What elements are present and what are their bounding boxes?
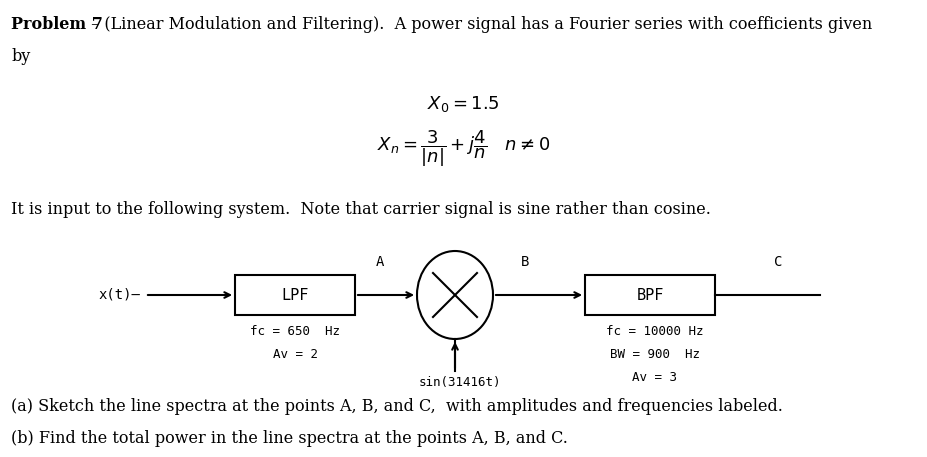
Text: BPF: BPF xyxy=(636,287,664,303)
FancyBboxPatch shape xyxy=(235,275,355,315)
Text: C: C xyxy=(774,255,782,269)
Text: by: by xyxy=(11,48,31,65)
Ellipse shape xyxy=(417,251,493,339)
Text: $X_n = \dfrac{3}{|n|} + j\dfrac{4}{n} \quad n \neq 0$: $X_n = \dfrac{3}{|n|} + j\dfrac{4}{n} \q… xyxy=(376,128,551,169)
Text: fc = 10000 Hz: fc = 10000 Hz xyxy=(606,325,704,338)
Text: BW = 900  Hz: BW = 900 Hz xyxy=(610,348,700,361)
Text: Av = 3: Av = 3 xyxy=(632,371,678,384)
Text: A: A xyxy=(375,255,384,269)
Text: $X_0 = 1.5$: $X_0 = 1.5$ xyxy=(427,94,500,114)
FancyBboxPatch shape xyxy=(585,275,715,315)
Text: Problem 7: Problem 7 xyxy=(11,16,103,33)
Text: B: B xyxy=(521,255,529,269)
Text: (a) Sketch the line spectra at the points A, B, and C,  with amplitudes and freq: (a) Sketch the line spectra at the point… xyxy=(11,398,783,414)
Text: sin(31416t): sin(31416t) xyxy=(419,376,502,389)
Text: (b) Find the total power in the line spectra at the points A, B, and C.: (b) Find the total power in the line spe… xyxy=(11,430,568,446)
Text: It is input to the following system.  Note that carrier signal is sine rather th: It is input to the following system. Not… xyxy=(11,201,711,218)
Text: fc = 650  Hz: fc = 650 Hz xyxy=(250,325,340,338)
Text: Av = 2: Av = 2 xyxy=(273,348,318,361)
Text: LPF: LPF xyxy=(281,287,309,303)
Text: x(t)–: x(t)– xyxy=(98,288,140,302)
Text: – (Linear Modulation and Filtering).  A power signal has a Fourier series with c: – (Linear Modulation and Filtering). A p… xyxy=(86,16,872,33)
